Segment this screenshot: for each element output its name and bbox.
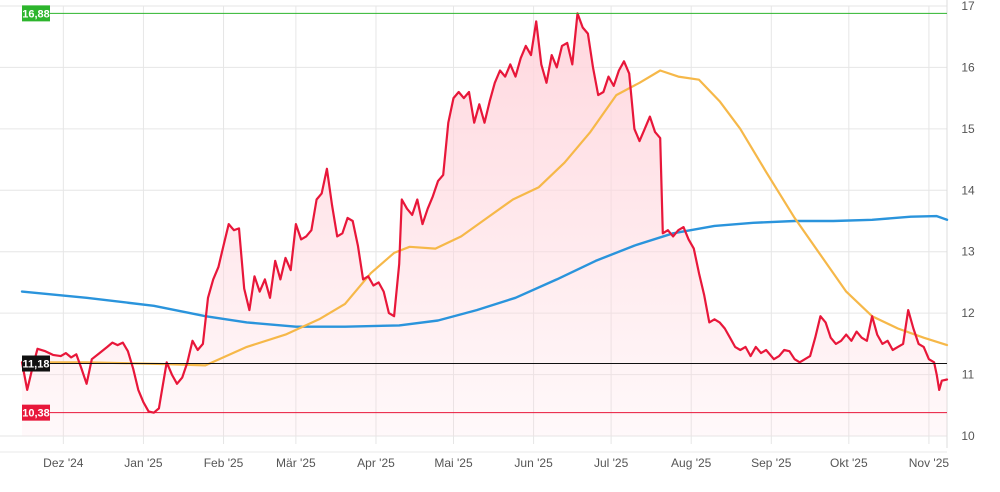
price-line [20,12,949,414]
price-area [22,13,947,437]
x-tick-label: Mär '25 [276,456,316,470]
x-tick-label: Apr '25 [357,456,395,470]
x-tick-label: Mai '25 [434,456,473,470]
moving-average-short-line [20,69,949,367]
reference-value-label: 10,38 [22,408,50,420]
reference-lines: 16,88 11,18 10,38 [22,5,947,421]
y-tick-label: 14 [961,183,975,197]
series-lines [20,12,949,414]
reference-value-box [22,5,50,22]
y-tick-label: 11 [962,368,975,382]
reference-value-box [22,355,50,372]
x-tick-label: Aug '25 [671,456,712,470]
x-tick-label: Okt '25 [830,456,868,470]
x-tick-label: Jul '25 [594,456,629,470]
y-axis-ticks: 10 11 12 13 14 15 16 17 [961,0,975,443]
y-tick-label: 10 [961,429,975,443]
moving-average-long-line [20,214,949,328]
x-axis-ticks: Dez '24 Jan '25 Feb '25 Mär '25 Apr '25 Mai '… [43,456,949,470]
price-area-fill [22,13,947,437]
reference-value-label: 11,18 [23,359,50,371]
y-tick-label: 13 [961,245,975,259]
y-tick-label: 16 [961,60,975,74]
x-tick-label: Sep '25 [751,456,792,470]
reference-value-label: 16,88 [22,8,50,20]
y-tick-label: 17 [961,0,975,13]
x-tick-label: Jan '25 [124,456,163,470]
y-tick-label: 15 [961,122,975,136]
x-tick-label: Feb '25 [204,456,244,470]
y-tick-label: 12 [961,306,975,320]
reference-value-box [22,404,50,421]
x-tick-label: Jun '25 [514,456,553,470]
x-tick-label: Dez '24 [43,456,84,470]
x-tick-label: Nov '25 [909,456,950,470]
